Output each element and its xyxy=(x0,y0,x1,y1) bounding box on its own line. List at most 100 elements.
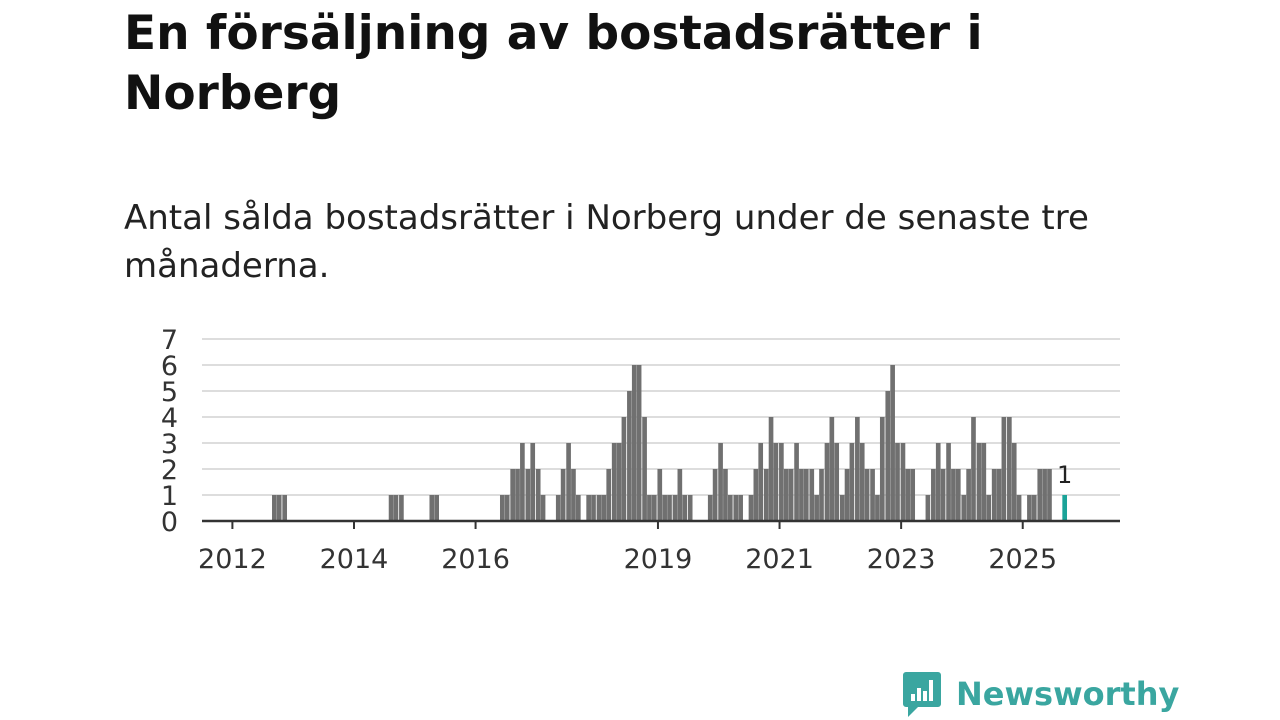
bar xyxy=(555,495,561,521)
bar xyxy=(966,469,971,521)
bar xyxy=(510,469,515,521)
bar xyxy=(773,443,779,521)
bar xyxy=(647,495,652,521)
bar xyxy=(601,495,607,521)
bar xyxy=(819,469,824,521)
bar xyxy=(707,495,713,521)
bar xyxy=(829,417,835,521)
bar xyxy=(738,495,743,521)
bar xyxy=(662,495,667,521)
bar xyxy=(723,469,728,521)
bar xyxy=(525,469,531,521)
bar xyxy=(859,443,865,521)
bar xyxy=(824,443,830,521)
bar xyxy=(1007,417,1012,521)
bar xyxy=(515,469,520,521)
bar xyxy=(733,495,739,521)
bar xyxy=(616,443,622,521)
brand-logo[interactable]: Newsworthy xyxy=(902,670,1179,718)
bar xyxy=(748,495,754,521)
bar xyxy=(834,443,840,521)
bar xyxy=(814,495,819,521)
bar xyxy=(961,495,967,521)
bar xyxy=(718,443,723,521)
bar xyxy=(1001,417,1007,521)
bar xyxy=(727,495,733,521)
bar xyxy=(905,469,911,521)
bar xyxy=(657,469,663,521)
brand-name: Newsworthy xyxy=(956,675,1180,713)
bar xyxy=(1042,469,1047,521)
bar xyxy=(803,469,809,521)
bar xyxy=(1011,443,1017,521)
bar xyxy=(276,495,282,521)
bar xyxy=(566,443,571,521)
data-label: 1 xyxy=(1057,461,1072,489)
bar xyxy=(946,443,951,521)
bar xyxy=(282,495,288,521)
bar xyxy=(1016,495,1022,521)
bar xyxy=(971,417,976,521)
bar xyxy=(571,469,576,521)
bar xyxy=(955,469,961,521)
bar xyxy=(672,495,678,521)
bar xyxy=(864,469,870,521)
bar xyxy=(788,469,794,521)
bar xyxy=(712,469,718,521)
bar xyxy=(895,443,900,521)
chart-title: En försäljning av bostadsrätter i Norber… xyxy=(124,6,983,121)
y-tick-label: 3 xyxy=(161,429,178,460)
bar xyxy=(540,495,546,521)
x-tick-label: 2023 xyxy=(867,544,936,575)
x-tick-label: 2019 xyxy=(624,544,693,575)
bar xyxy=(591,495,596,521)
bar xyxy=(940,469,946,521)
bar xyxy=(520,443,525,521)
bar xyxy=(596,495,602,521)
bar xyxy=(779,443,784,521)
x-tick-label: 2016 xyxy=(441,544,510,575)
bar-highlight xyxy=(1062,495,1068,521)
bar xyxy=(925,495,931,521)
bar xyxy=(560,469,566,521)
bar xyxy=(631,365,637,521)
y-tick-label: 7 xyxy=(161,325,178,356)
bar xyxy=(272,495,277,521)
bar xyxy=(951,469,956,521)
y-tick-label: 4 xyxy=(161,403,178,434)
x-axis-ticks xyxy=(231,521,1024,529)
bar xyxy=(499,495,505,521)
bar xyxy=(1037,469,1043,521)
bar xyxy=(849,443,855,521)
bar xyxy=(667,495,672,521)
bar xyxy=(434,495,439,521)
bar xyxy=(530,443,536,521)
bar xyxy=(794,443,799,521)
bar xyxy=(682,495,688,521)
bar xyxy=(986,495,992,521)
bar xyxy=(535,469,541,521)
bar xyxy=(839,495,845,521)
bar xyxy=(399,495,404,521)
bar xyxy=(606,469,612,521)
bar xyxy=(809,469,815,521)
bar xyxy=(504,495,510,521)
bar xyxy=(393,495,399,521)
x-tick-label: 2012 xyxy=(198,544,267,575)
bar xyxy=(388,495,394,521)
bar xyxy=(981,443,987,521)
x-tick-label: 2021 xyxy=(745,544,814,575)
bar xyxy=(651,495,657,521)
bar xyxy=(799,469,804,521)
bar xyxy=(870,469,875,521)
bar xyxy=(935,443,941,521)
bar xyxy=(763,469,769,521)
bar xyxy=(885,391,891,521)
bar xyxy=(586,495,591,521)
bar xyxy=(1047,469,1052,521)
bar xyxy=(611,443,617,521)
bar xyxy=(879,417,885,521)
bar xyxy=(621,417,627,521)
